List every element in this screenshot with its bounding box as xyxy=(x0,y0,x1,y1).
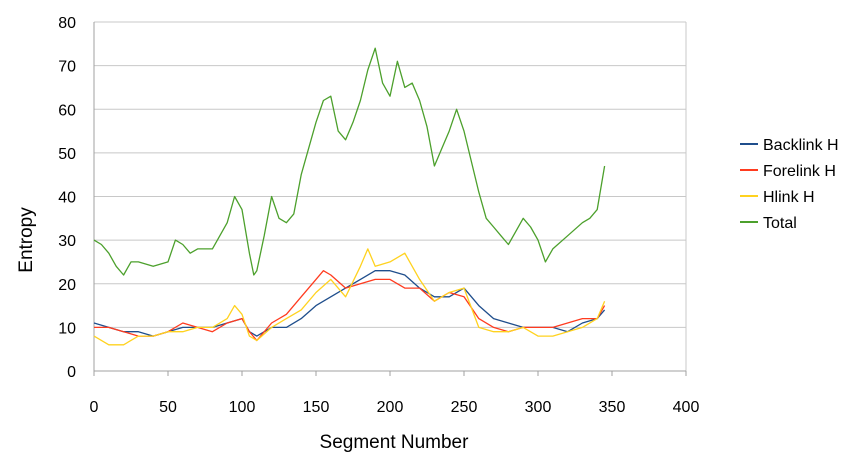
legend-label: Forelink H xyxy=(763,163,836,180)
y-tick-label: 70 xyxy=(58,59,76,76)
x-tick-label: 100 xyxy=(229,399,256,416)
y-tick-label: 30 xyxy=(58,233,76,250)
series-line-hlink-h xyxy=(93,248,606,346)
x-tick-label: 0 xyxy=(90,399,99,416)
y-tick-label: 0 xyxy=(67,364,76,381)
x-tick-label: 350 xyxy=(599,399,626,416)
y-tick-label: 40 xyxy=(58,190,76,207)
x-tick-label: 200 xyxy=(377,399,404,416)
y-tick-label: 80 xyxy=(58,15,76,32)
x-axis-title: Segment Number xyxy=(320,432,470,452)
y-axis-title: Entropy xyxy=(16,207,37,273)
legend-label: Total xyxy=(763,215,797,232)
y-tick-label: 10 xyxy=(58,320,76,337)
legend-label: Backlink H xyxy=(763,137,839,154)
y-tick-label: 60 xyxy=(58,102,76,119)
x-tick-label: 250 xyxy=(451,399,478,416)
x-tick-label: 300 xyxy=(525,399,552,416)
plot-frame xyxy=(93,22,687,376)
series-line-backlink-h xyxy=(93,270,606,337)
y-tick-label: 20 xyxy=(58,277,76,294)
tick-labels: 0 10 20 30 40 50 60 70 80 0 50 100 150 200 250 300 350 40… xyxy=(58,15,699,416)
legend: Backlink H Forelink H Hlink H Total xyxy=(740,137,839,232)
series-line-total xyxy=(93,47,606,276)
series-lines xyxy=(93,47,606,346)
x-tick-label: 50 xyxy=(159,399,177,416)
legend-label: Hlink H xyxy=(763,189,815,206)
x-tick-label: 400 xyxy=(673,399,700,416)
y-tick-label: 50 xyxy=(58,146,76,163)
x-tick-label: 150 xyxy=(303,399,330,416)
